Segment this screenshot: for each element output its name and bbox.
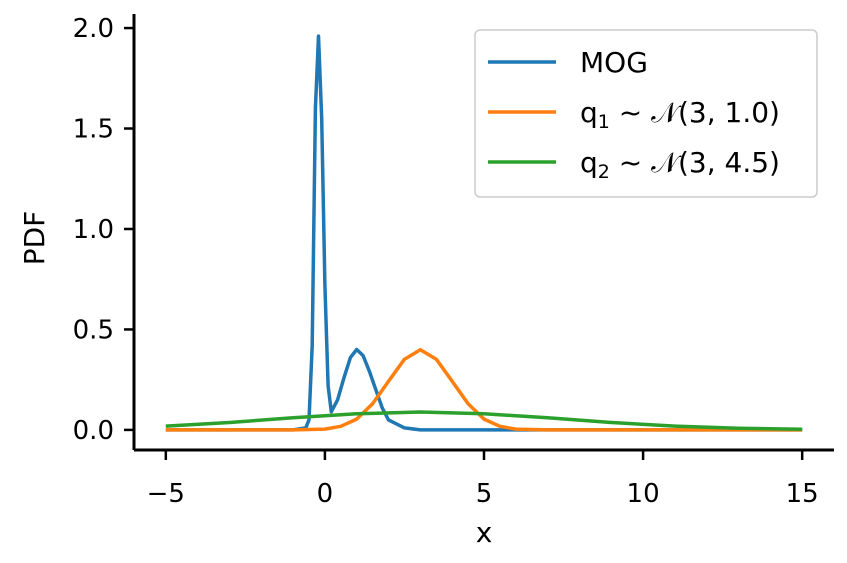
legend-label: q1 ~ 𝒩(3, 1.0) (580, 96, 780, 133)
x-tick-label: 5 (476, 479, 493, 509)
legend: MOG q1 ~ 𝒩(3, 1.0) q2 ~ 𝒩(3, 4.5) (474, 29, 818, 198)
x-ticks: −5 0 5 10 15 (147, 450, 819, 509)
y-tick-label: 0.5 (73, 315, 114, 345)
series-line-0 (165, 34, 803, 432)
series-line-1 (165, 347, 803, 432)
y-ticks: 0.0 0.5 1.0 1.5 2.0 (73, 14, 134, 446)
y-tick-label: 1.0 (73, 215, 114, 245)
plot-lines (165, 34, 803, 432)
x-axis-label: x (476, 516, 493, 549)
legend-label: q2 ~ 𝒩(3, 4.5) (580, 146, 780, 183)
x-tick-label: 15 (786, 479, 819, 509)
x-tick-label: −5 (147, 479, 185, 509)
x-tick-label: 0 (317, 479, 334, 509)
legend-frame (474, 29, 818, 198)
y-tick-label: 0.0 (73, 416, 114, 446)
y-tick-label: 2.0 (73, 14, 114, 44)
y-axis-label: PDF (18, 211, 51, 266)
x-tick-label: 10 (627, 479, 660, 509)
y-tick-label: 1.5 (73, 115, 114, 145)
legend-label: MOG (580, 46, 648, 79)
series-line-2 (165, 410, 803, 432)
